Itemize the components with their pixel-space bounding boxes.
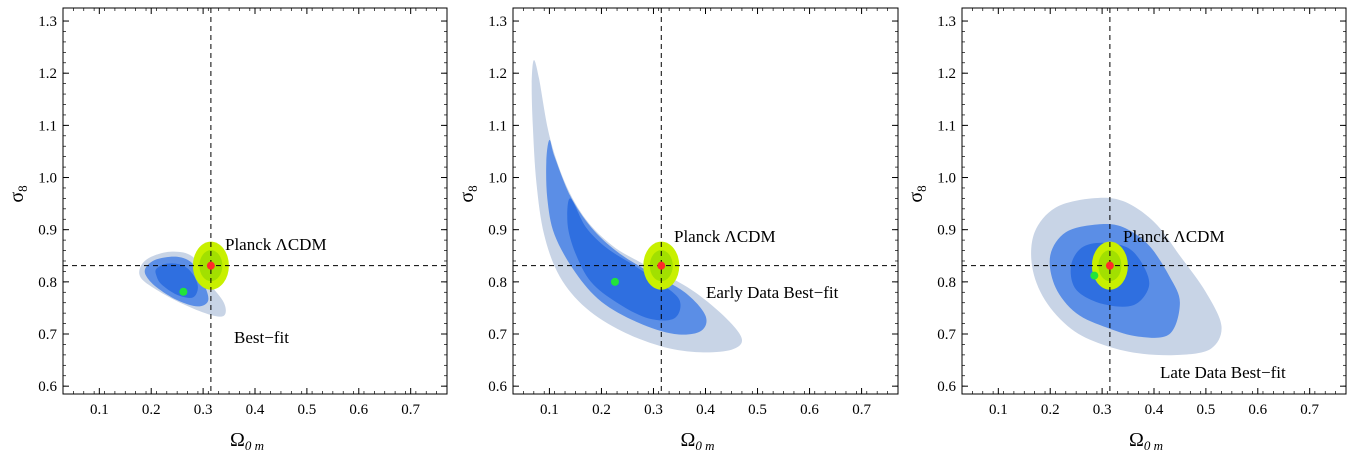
y-tick-label: 0.6	[488, 379, 507, 395]
best-fit-point	[610, 277, 619, 286]
x-tick-label: 0.7	[401, 402, 420, 418]
y-tick-label: 1.2	[488, 66, 507, 82]
ticks	[513, 8, 898, 394]
y-tick-label: 1.1	[38, 118, 57, 134]
contour-1σ	[567, 198, 681, 321]
planck-point	[1105, 261, 1114, 270]
x-tick-label: 0.2	[592, 402, 611, 418]
planck-label: Planck ΛCDM	[1123, 227, 1225, 246]
y-tick-label: 1.3	[488, 14, 507, 30]
y-tick-label: 1.3	[38, 14, 57, 30]
y-axis-label: σ8	[456, 185, 480, 202]
planck-point	[657, 261, 666, 270]
x-tick-label: 0.4	[696, 402, 715, 418]
planck-label: Planck ΛCDM	[674, 227, 776, 246]
best-fit-label: Early Data Best−fit	[706, 283, 839, 302]
panel-2: 0.1 0.2 0.3 0.4 0.5 0.6 0.7 0.6 0.7 0.8 0.9 1.0 1.1 1…	[456, 7, 899, 453]
x-tick-label: 0.5	[748, 402, 767, 418]
x-tick-label: 0.1	[989, 402, 1008, 418]
y-tick-label: 0.8	[38, 275, 57, 291]
y-tick-label: 1.1	[937, 118, 956, 134]
x-tick-label: 0.6	[800, 402, 819, 418]
ticks	[63, 8, 447, 394]
x-tick-label: 0.6	[349, 402, 368, 418]
y-tick-label: 0.7	[38, 327, 57, 343]
panel-3: 0.1 0.2 0.3 0.4 0.5 0.6 0.7 0.6 0.7 0.8 0.9 1.0 1.1 1…	[905, 7, 1347, 453]
y-tick-label: 0.8	[488, 275, 507, 291]
x-tick-label: 0.5	[298, 402, 317, 418]
x-tick-label: 0.6	[1248, 402, 1267, 418]
y-tick-label: 0.9	[38, 223, 57, 239]
x-tick-label: 0.3	[644, 402, 663, 418]
x-tick-label: 0.3	[194, 402, 213, 418]
y-tick-label: 0.9	[488, 223, 507, 239]
best-fit-point	[1090, 271, 1099, 280]
y-axis-label: σ8	[6, 185, 30, 202]
x-tick-label: 0.5	[1197, 402, 1216, 418]
contour-1σ	[155, 263, 198, 298]
y-tick-label: 0.7	[488, 327, 507, 343]
x-tick-label: 0.1	[540, 402, 559, 418]
best-fit-label: Best−fit	[234, 328, 289, 347]
x-tick-label: 0.2	[1041, 402, 1060, 418]
x-tick-label: 0.7	[1300, 402, 1319, 418]
y-tick-label: 1.2	[937, 66, 956, 82]
y-tick-label: 0.9	[937, 223, 956, 239]
best-fit-label: Late Data Best−fit	[1160, 363, 1286, 382]
x-tick-label: 0.4	[1145, 402, 1164, 418]
y-tick-label: 0.6	[937, 379, 956, 395]
y-tick-label: 1.0	[38, 171, 57, 187]
x-tick-label: 0.3	[1093, 402, 1112, 418]
y-tick-label: 1.0	[937, 171, 956, 187]
y-tick-label: 1.1	[488, 118, 507, 134]
y-tick-label: 1.0	[488, 171, 507, 187]
y-tick-label: 1.2	[38, 66, 57, 82]
x-axis-label: Ω0 m	[230, 429, 264, 453]
x-axis-label: Ω0 m	[680, 429, 714, 453]
planck-point	[206, 261, 215, 270]
panel-1: 0.1 0.2 0.3 0.4 0.5 0.6 0.7 0.6 0.7 0.8 0.9 1.0 1.1 1…	[6, 7, 448, 453]
x-tick-label: 0.1	[90, 402, 109, 418]
y-axis-label: σ8	[905, 185, 929, 202]
x-axis-label: Ω0 m	[1129, 429, 1163, 453]
y-tick-label: 0.8	[937, 275, 956, 291]
y-tick-label: 0.7	[937, 327, 956, 343]
y-tick-label: 0.6	[38, 379, 57, 395]
ticks	[962, 8, 1346, 394]
planck-label: Planck ΛCDM	[225, 235, 327, 254]
best-fit-point	[179, 287, 188, 296]
x-tick-label: 0.2	[142, 402, 161, 418]
x-tick-label: 0.7	[852, 402, 871, 418]
x-tick-label: 0.4	[246, 402, 265, 418]
y-tick-label: 1.3	[937, 14, 956, 30]
